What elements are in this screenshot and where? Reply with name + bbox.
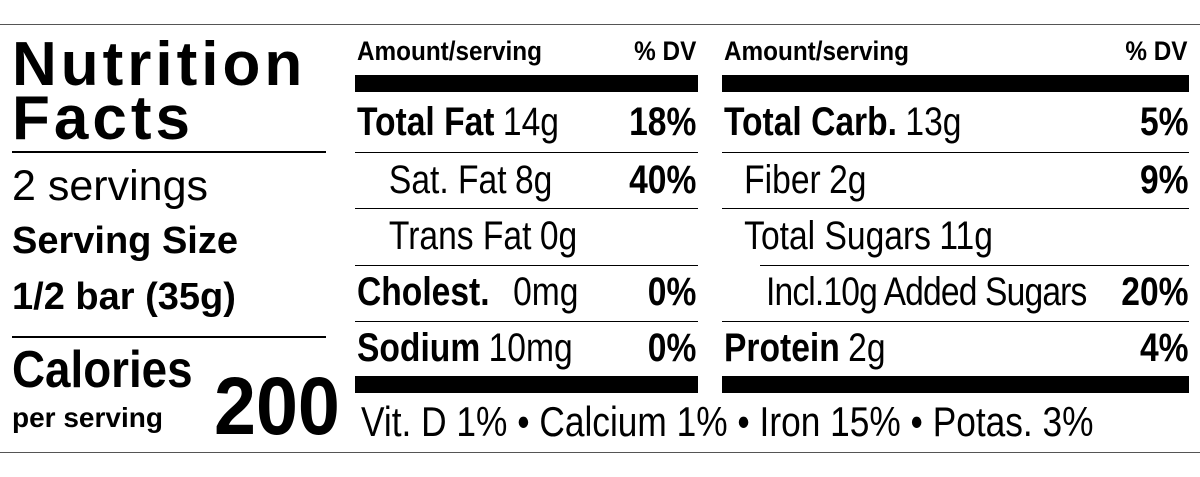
dv: 0% — [647, 325, 697, 370]
thick-bar — [355, 376, 698, 393]
serving-size-label: Serving Size — [12, 220, 238, 262]
amount: 10mg — [488, 325, 573, 370]
servings: 2 servings — [12, 162, 208, 210]
nutrient: Total Sugars — [744, 213, 931, 258]
thick-bar — [722, 376, 1189, 393]
dv: 18% — [629, 99, 697, 144]
top-border — [0, 24, 1200, 25]
divider — [355, 265, 698, 266]
dv: 20% — [1121, 269, 1189, 314]
nutrient: Fiber — [744, 157, 821, 202]
title: Facts — [12, 84, 194, 153]
amount: 14g — [502, 99, 559, 144]
nutrient: Incl.10g Added Sugars — [766, 269, 1087, 314]
amount: 8g — [514, 157, 553, 202]
dv-header: % DV — [1125, 35, 1188, 66]
nutrient-row: Protein 2g 4% — [724, 320, 1189, 376]
nutrient-row: Cholest. 0mg 0% — [357, 264, 696, 320]
calories-sublabel: per serving — [12, 402, 163, 433]
calories-value: 200 — [214, 361, 340, 452]
divider — [722, 321, 1189, 322]
nutrient: Sat. Fat — [388, 157, 507, 202]
amount: 2g — [848, 325, 886, 370]
nutrient: Sodium — [357, 325, 481, 370]
nutrient: Total Fat — [357, 99, 495, 144]
calories-label: Calories — [12, 341, 193, 399]
amount: 0g — [539, 213, 578, 258]
amount: 2g — [829, 157, 867, 202]
dv: 0% — [647, 269, 697, 314]
divider — [355, 208, 698, 209]
divider — [355, 321, 698, 322]
serving-size: 1/2 bar (35g) — [12, 276, 236, 318]
nutrient-row: Trans Fat 0g — [357, 208, 696, 264]
divider — [355, 152, 698, 153]
nutrient-row: Fiber 2g 9% — [724, 152, 1189, 208]
divider — [722, 208, 1189, 209]
nutrient: Protein — [724, 325, 840, 370]
amount-header: Amount/serving — [357, 35, 542, 66]
thick-bar — [355, 75, 698, 92]
nutrient: Cholest. — [357, 269, 490, 314]
dv: 5% — [1139, 99, 1189, 144]
nutrient-row: Sat. Fat 8g 40% — [357, 152, 696, 208]
amount: 0mg — [513, 269, 579, 314]
bottom-border — [0, 452, 1200, 453]
dv-header: % DV — [634, 35, 697, 66]
amount: 11g — [939, 213, 993, 258]
nutrient-row: Sodium 10mg 0% — [357, 320, 696, 376]
amount-header: Amount/serving — [724, 35, 909, 66]
nutrient-row: Total Sugars 11g — [724, 208, 1189, 264]
header: Amount/serving % DV — [724, 34, 1188, 68]
dv: 40% — [629, 157, 697, 202]
footer-vitamins: Vit. D 1% • Calcium 1% • Iron 15% • Pota… — [361, 398, 1094, 445]
divider — [760, 265, 1189, 266]
divider — [12, 151, 326, 153]
header: Amount/serving % DV — [357, 34, 696, 68]
dv: 4% — [1139, 325, 1189, 370]
amount: 13g — [905, 99, 962, 144]
nutrient: Total Carb. — [724, 99, 897, 144]
divider — [722, 152, 1189, 153]
nutrient-row: Total Fat 14g 18% — [357, 94, 696, 150]
divider — [12, 336, 326, 338]
nutrient-row: Total Carb. 13g 5% — [724, 94, 1189, 150]
title: Nutrition — [12, 30, 307, 99]
nutrient-row: Incl.10g Added Sugars 20% — [724, 264, 1189, 320]
dv: 9% — [1139, 157, 1189, 202]
nutrient: Trans Fat — [388, 213, 532, 258]
thick-bar — [722, 75, 1189, 92]
